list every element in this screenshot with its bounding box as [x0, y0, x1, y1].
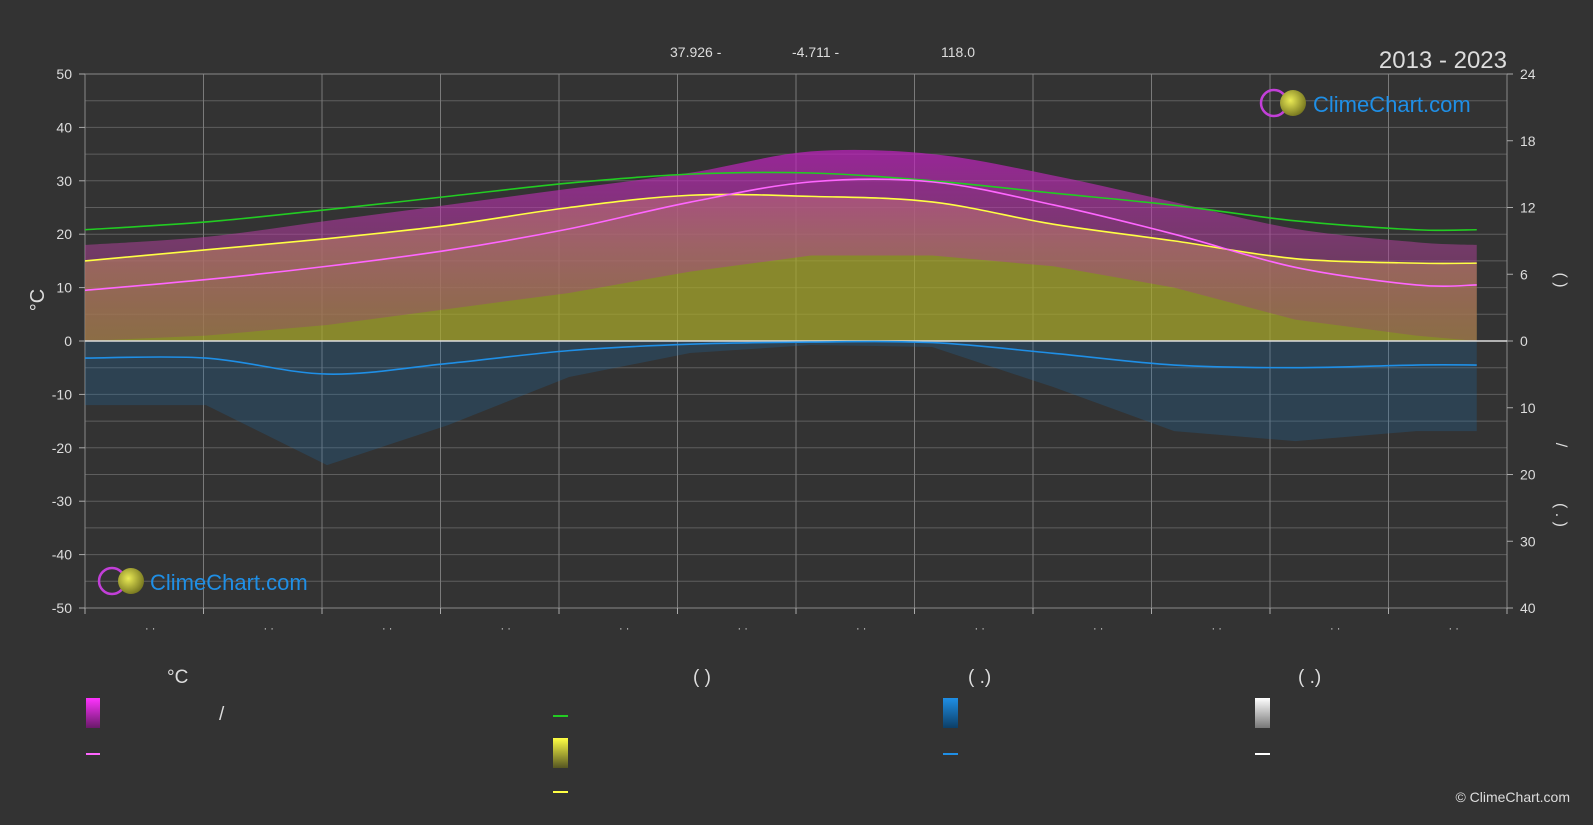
right-lower-tick-label: 10 — [1520, 400, 1536, 416]
legend-heading-sun: ( ) — [693, 667, 711, 688]
mean-temperature-line — [84, 178, 1477, 292]
precipitation-line — [84, 340, 1477, 375]
right-upper-axis-label: ( ) — [1552, 272, 1569, 287]
logo-sun-icon — [1280, 90, 1306, 116]
axis-ticks: 50 40 30 20 10 0 -10 -20 -30 -40 -50 24 18 12 6 0 10 20 30… — [52, 66, 1536, 635]
month-tick-label: · · — [856, 623, 866, 635]
month-tick-label: · · — [737, 623, 747, 635]
latitude-label: 37.926 - — [670, 44, 722, 60]
daylight-line — [84, 171, 1477, 232]
data-areas — [85, 149, 1477, 466]
month-tick-label: · · — [145, 623, 155, 635]
right-lower-axis-label-2: ( . ) — [1552, 503, 1569, 527]
data-lines — [84, 171, 1507, 375]
left-tick-label: -50 — [52, 600, 72, 616]
logo-top[interactable]: ClimeChart.com — [1259, 88, 1471, 118]
left-tick-label: -40 — [52, 547, 72, 563]
right-upper-tick-label: 24 — [1520, 66, 1536, 82]
left-axis-unit: °C — [27, 289, 49, 311]
right-lower-tick-label: 30 — [1520, 533, 1536, 549]
month-tick-label: · · — [974, 623, 984, 635]
logo-bottom[interactable]: ClimeChart.com — [97, 566, 308, 596]
logo-bottom-text: ClimeChart.com — [150, 570, 308, 595]
legend-heading-snow: ( .) — [1298, 667, 1321, 688]
month-tick-label: · · — [1330, 623, 1340, 635]
right-upper-tick-label: 6 — [1520, 266, 1528, 282]
elevation-label: 118.0 — [941, 44, 975, 60]
legend-heading-temperature: °C — [167, 667, 188, 688]
right-upper-tick-label: 18 — [1520, 133, 1536, 149]
right-lower-axis-label: / — [1552, 443, 1569, 448]
left-tick-label: 40 — [56, 119, 72, 135]
right-upper-tick-label: 12 — [1520, 200, 1536, 216]
sunshine-line — [84, 193, 1477, 265]
left-tick-label: -30 — [52, 493, 72, 509]
legend-sunshine-swatch — [553, 738, 568, 768]
month-tick-label: · · — [263, 623, 273, 635]
logo-sun-icon — [118, 568, 144, 594]
month-tick-label: · · — [1093, 623, 1103, 635]
legend-temp-range-swatch — [86, 698, 100, 728]
legend-rain-swatch — [943, 698, 958, 728]
right-upper-tick-label: 0 — [1520, 333, 1528, 349]
temperature-range-area — [85, 149, 1477, 341]
legend-temp-slash: / — [219, 704, 225, 725]
month-tick-label: · · — [1448, 623, 1458, 635]
month-tick-label: · · — [1211, 623, 1221, 635]
right-lower-tick-label: 20 — [1520, 467, 1536, 483]
legend: °C ( ) ( .) ( .) / — [86, 667, 1321, 793]
left-tick-label: 20 — [56, 226, 72, 242]
month-tick-label: · · — [382, 623, 392, 635]
logo-top-text: ClimeChart.com — [1313, 92, 1471, 117]
month-tick-label: · · — [500, 623, 510, 635]
left-tick-label: 30 — [56, 173, 72, 189]
legend-snow-swatch — [1255, 698, 1270, 728]
longitude-label: -4.711 - — [792, 44, 840, 60]
left-tick-label: 0 — [64, 333, 72, 349]
right-lower-tick-label: 40 — [1520, 600, 1536, 616]
precipitation-area — [85, 341, 1477, 466]
month-tick-label: · · — [619, 623, 629, 635]
period-label: 2013 - 2023 — [1379, 47, 1507, 74]
copyright-text: © ClimeChart.com — [1455, 789, 1570, 805]
left-tick-label: 50 — [56, 66, 72, 82]
left-tick-label: 10 — [56, 280, 72, 296]
legend-heading-rain: ( .) — [968, 667, 991, 688]
left-tick-label: -20 — [52, 440, 72, 456]
left-tick-label: -10 — [52, 386, 72, 402]
